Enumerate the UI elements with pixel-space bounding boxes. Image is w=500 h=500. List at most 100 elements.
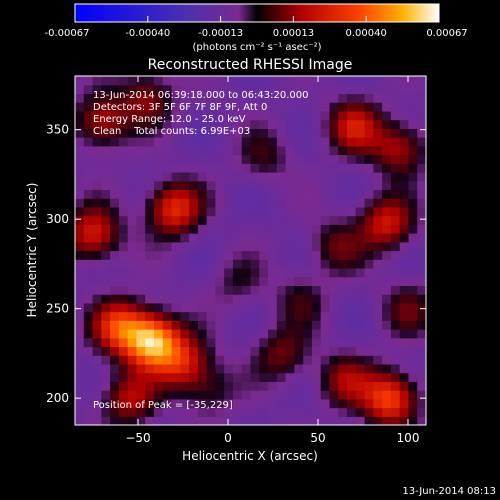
- heatmap-cell: [171, 224, 181, 234]
- heatmap-cell: [294, 267, 304, 278]
- heatmap-cell: [417, 102, 426, 112]
- heatmap-cell: [232, 215, 243, 225]
- heatmap-cell: [373, 154, 383, 164]
- heatmap-cell: [197, 215, 208, 225]
- heatmap-cell: [285, 276, 295, 286]
- heatmap-cell: [118, 372, 129, 382]
- heatmap-cell: [268, 407, 278, 417]
- heatmap-cell: [259, 171, 269, 182]
- heatmap-cell: [268, 355, 278, 365]
- heatmap-cell: [259, 180, 269, 191]
- heatmap-cell: [320, 102, 331, 112]
- heatmap-cell: [136, 154, 146, 164]
- heatmap-cell: [75, 267, 85, 278]
- heatmap-cell: [189, 259, 199, 269]
- heatmap-cell: [153, 163, 164, 173]
- heatmap-cell: [206, 363, 217, 374]
- heatmap-cell: [311, 76, 322, 86]
- heatmap-cell: [136, 259, 146, 269]
- heatmap-cell: [153, 110, 164, 121]
- heatmap-cell: [197, 398, 208, 409]
- heatmap-cell: [110, 110, 120, 121]
- heatmap-cell: [118, 259, 129, 269]
- heatmap-cell: [311, 320, 322, 330]
- heatmap-cell: [311, 346, 322, 356]
- heatmap-cell: [259, 145, 269, 156]
- heatmap-cell: [215, 390, 225, 400]
- heatmap-cell: [285, 241, 295, 252]
- heatmap-cell: [417, 276, 426, 286]
- heatmap-cell: [250, 363, 260, 374]
- heatmap-cell: [206, 390, 217, 400]
- heatmap-cell: [127, 206, 138, 217]
- heatmap-cell: [390, 267, 401, 278]
- heatmap-cell: [232, 276, 243, 286]
- heatmap-cell: [232, 346, 243, 356]
- heatmap-cell: [373, 407, 383, 417]
- heatmap-cell: [136, 76, 146, 86]
- heatmap-cell: [355, 250, 366, 260]
- heatmap-cell: [373, 337, 383, 348]
- heatmap-cell: [232, 259, 243, 269]
- heatmap-cell: [153, 302, 164, 313]
- x-tick-label: 100: [397, 431, 420, 445]
- heatmap-cell: [364, 171, 374, 182]
- heatmap-cell: [268, 416, 278, 425]
- heatmap-cell: [268, 137, 278, 147]
- heatmap-cell: [417, 198, 426, 208]
- heatmap-cell: [250, 145, 260, 156]
- heatmap-cell: [311, 363, 322, 374]
- heatmap-cell: [329, 355, 339, 365]
- heatmap-cell: [417, 381, 426, 391]
- heatmap-cell: [101, 398, 111, 409]
- heatmap-cell: [83, 145, 94, 156]
- heatmap-cell: [241, 294, 252, 304]
- heatmap-cell: [390, 189, 401, 199]
- heatmap-cell: [250, 137, 260, 147]
- heatmap-cell: [417, 320, 426, 330]
- heatmap-cell: [75, 407, 85, 417]
- heatmap-cell: [364, 189, 374, 199]
- heatmap-cell: [320, 76, 331, 86]
- heatmap-cell: [232, 355, 243, 365]
- heatmap-cell: [189, 110, 199, 121]
- heatmap-cell: [338, 390, 348, 400]
- heatmap-cell: [390, 128, 401, 138]
- heatmap-cell: [241, 137, 252, 147]
- heatmap-cell: [417, 189, 426, 199]
- heatmap-cell: [153, 224, 164, 234]
- heatmap-cell: [83, 128, 94, 138]
- heatmap-cell: [364, 215, 374, 225]
- heatmap-cell: [206, 267, 217, 278]
- heatmap-cell: [250, 215, 260, 225]
- heatmap-cell: [189, 171, 199, 182]
- heatmap-cell: [171, 381, 181, 391]
- heatmap-cell: [364, 206, 374, 217]
- heatmap-cell: [180, 76, 190, 86]
- heatmap-cell: [276, 233, 287, 243]
- heatmap-cell: [180, 102, 190, 112]
- heatmap-cell: [338, 346, 348, 356]
- heatmap-cell: [276, 276, 287, 286]
- heatmap-cell: [276, 407, 287, 417]
- heatmap-cell: [241, 416, 252, 425]
- heatmap-cell: [250, 163, 260, 173]
- heatmap-cell: [241, 128, 252, 138]
- heatmap-cell: [180, 93, 190, 103]
- heatmap-cell: [241, 154, 252, 164]
- heatmap-cell: [250, 250, 260, 260]
- heatmap-cell: [259, 76, 269, 86]
- heatmap-cell: [408, 180, 418, 191]
- heatmap-cell: [136, 320, 146, 330]
- heatmap-cell: [347, 76, 357, 86]
- heatmap-cell: [276, 84, 287, 95]
- heatmap-cell: [127, 407, 138, 417]
- heatmap-cell: [311, 390, 322, 400]
- heatmap-cell: [224, 93, 234, 103]
- heatmap-cell: [259, 320, 269, 330]
- heatmap-cell: [320, 267, 331, 278]
- heatmap-cell: [189, 302, 199, 313]
- heatmap-cell: [215, 372, 225, 382]
- heatmap-cell: [382, 93, 392, 103]
- heatmap-cell: [153, 311, 164, 321]
